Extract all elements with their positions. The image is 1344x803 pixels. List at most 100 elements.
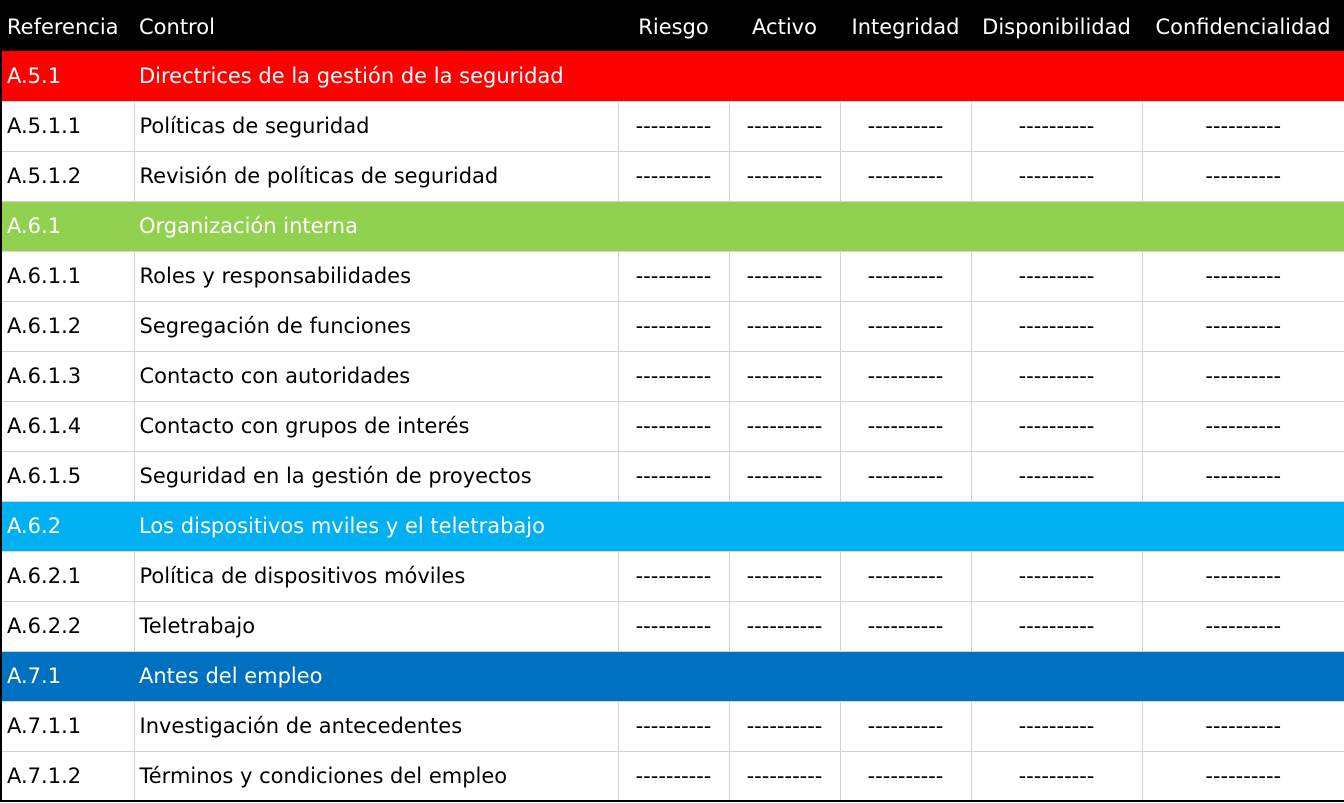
- cell-integridad: ----------: [839, 350, 972, 402]
- cell-confidencialidad: ----------: [1141, 250, 1344, 302]
- cell-confidencialidad: ----------: [1141, 350, 1344, 402]
- cell-integridad: ----------: [839, 100, 972, 152]
- cell-riesgo: ----------: [617, 600, 730, 652]
- cell-activo: ----------: [728, 700, 841, 752]
- table-row: A.6.1.2 Segregación de funciones ---------…: [0, 300, 1344, 352]
- cell-confidencialidad: ----------: [1141, 700, 1344, 752]
- cell-control: Investigación de antecedentes: [133, 700, 619, 752]
- cell-riesgo: ----------: [617, 700, 730, 752]
- cell-control: Contacto con grupos de interés: [133, 400, 619, 452]
- cell-activo: ----------: [728, 300, 841, 352]
- cell-activo: ----------: [728, 600, 841, 652]
- cell-referencia: A.5.1.1: [0, 100, 135, 152]
- table-row: A.5.1.1 Políticas de seguridad ---------- -…: [0, 100, 1344, 152]
- cell-referencia: A.6.1.1: [0, 250, 135, 302]
- cell-activo: ----------: [728, 350, 841, 402]
- table-row: A.6.2.1 Política de dispositivos móviles -…: [0, 550, 1344, 602]
- table-row: A.6.2.2 Teletrabajo ---------- ---------- --…: [0, 600, 1344, 652]
- cell-riesgo: ----------: [617, 400, 730, 452]
- cell-referencia: A.7.1.2: [0, 750, 135, 802]
- group-row: A.5.1 Directrices de la gestión de la seg…: [1, 51, 1344, 101]
- cell-riesgo: ----------: [617, 450, 730, 502]
- cell-referencia: A.6.2: [7, 514, 62, 538]
- cell-control: Políticas de seguridad: [133, 100, 619, 152]
- cell-control: Revisión de políticas de seguridad: [133, 150, 619, 202]
- table-row: A.7.1.1 Investigación de antecedentes ----…: [0, 700, 1344, 752]
- cell-disponibilidad: ----------: [970, 700, 1143, 752]
- cell-referencia: A.6.1.3: [0, 350, 135, 402]
- cell-disponibilidad: ----------: [970, 350, 1143, 402]
- cell-integridad: ----------: [839, 550, 972, 602]
- cell-activo: ----------: [728, 750, 841, 802]
- header-integridad: Integridad: [840, 1, 971, 51]
- cell-disponibilidad: ----------: [970, 550, 1143, 602]
- cell-riesgo: ----------: [617, 100, 730, 152]
- header-row: Referencia Control Riesgo Activo Integri…: [1, 1, 1344, 51]
- table-body: A.5.1 Directrices de la gestión de la seg…: [0, 51, 1344, 802]
- table-row: A.6.1.5 Seguridad en la gestión de proyec…: [0, 450, 1344, 502]
- group-row: A.6.1 Organización interna: [1, 201, 1344, 251]
- cell-disponibilidad: ----------: [970, 750, 1143, 802]
- cell-riesgo: ----------: [617, 150, 730, 202]
- cell-referencia: A.6.1.5: [0, 450, 135, 502]
- cell-riesgo: ----------: [617, 750, 730, 802]
- table-row: A.6.1.3 Contacto con autoridades ---------…: [0, 350, 1344, 402]
- cell-referencia: A.7.1.1: [0, 700, 135, 752]
- cell-integridad: ----------: [839, 150, 972, 202]
- cell-integridad: ----------: [839, 450, 972, 502]
- cell-control: Antes del empleo: [139, 664, 323, 688]
- cell-integridad: ----------: [839, 600, 972, 652]
- cell-referencia: A.5.1.2: [0, 150, 135, 202]
- cell-activo: ----------: [728, 450, 841, 502]
- cell-integridad: ----------: [839, 750, 972, 802]
- cell-control: Directrices de la gestión de la segurida…: [139, 63, 564, 88]
- cell-confidencialidad: ----------: [1141, 750, 1344, 802]
- cell-control: Los dispositivos mviles y el teletrabajo: [139, 514, 545, 538]
- cell-activo: ----------: [728, 150, 841, 202]
- cell-control: Organización interna: [139, 214, 358, 238]
- cell-confidencialidad: ----------: [1141, 550, 1344, 602]
- cell-control: Segregación de funciones: [133, 300, 619, 352]
- cell-disponibilidad: ----------: [970, 300, 1143, 352]
- cell-riesgo: ----------: [617, 350, 730, 402]
- cell-disponibilidad: ----------: [970, 450, 1143, 502]
- cell-control: Contacto con autoridades: [133, 350, 619, 402]
- cell-riesgo: ----------: [617, 300, 730, 352]
- header-referencia: Referencia: [1, 1, 134, 51]
- cell-referencia: A.6.1.2: [0, 300, 135, 352]
- header-activo: Activo: [729, 1, 840, 51]
- cell-confidencialidad: ----------: [1141, 150, 1344, 202]
- table-row: A.7.1.2 Términos y condiciones del empleo…: [0, 750, 1344, 802]
- cell-confidencialidad: ----------: [1141, 600, 1344, 652]
- cell-referencia: A.6.1.4: [0, 400, 135, 452]
- cell-disponibilidad: ----------: [970, 400, 1143, 452]
- cell-disponibilidad: ----------: [970, 150, 1143, 202]
- cell-riesgo: ----------: [617, 250, 730, 302]
- cell-integridad: ----------: [839, 250, 972, 302]
- cell-control: Roles y responsabilidades: [133, 250, 619, 302]
- table-row: A.6.1.1 Roles y responsabilidades --------…: [0, 250, 1344, 302]
- table-row: A.5.1.2 Revisión de políticas de segurida…: [0, 150, 1344, 202]
- header-disponibilidad: Disponibilidad: [971, 1, 1142, 51]
- group-row: A.7.1 Antes del empleo: [1, 651, 1344, 701]
- cell-control: Política de dispositivos móviles: [133, 550, 619, 602]
- cell-integridad: ----------: [839, 300, 972, 352]
- cell-confidencialidad: ----------: [1141, 450, 1344, 502]
- cell-referencia: A.6.2.2: [0, 600, 135, 652]
- cell-referencia: A.7.1: [7, 664, 62, 688]
- cell-confidencialidad: ----------: [1141, 300, 1344, 352]
- header-riesgo: Riesgo: [618, 1, 729, 51]
- cell-disponibilidad: ----------: [970, 600, 1143, 652]
- header-confidencialidad: Confidencialidad: [1142, 1, 1344, 51]
- cell-confidencialidad: ----------: [1141, 100, 1344, 152]
- cell-referencia: A.6.2.1: [0, 550, 135, 602]
- cell-activo: ----------: [728, 400, 841, 452]
- cell-activo: ----------: [728, 100, 841, 152]
- cell-control: Términos y condiciones del empleo: [133, 750, 619, 802]
- cell-referencia: A.6.1: [7, 214, 62, 238]
- cell-control: Teletrabajo: [133, 600, 619, 652]
- cell-disponibilidad: ----------: [970, 250, 1143, 302]
- group-row: A.6.2 Los dispositivos mviles y el teletr…: [1, 501, 1344, 551]
- cell-riesgo: ----------: [617, 550, 730, 602]
